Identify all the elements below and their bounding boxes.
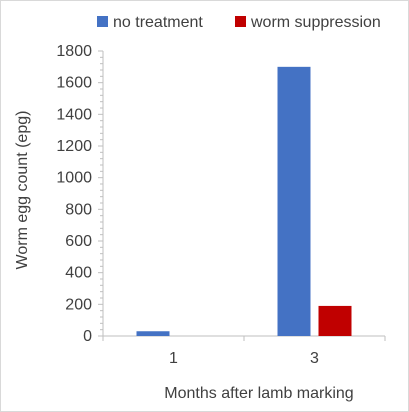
- legend-swatch: [235, 16, 246, 27]
- x-tick-label: 1: [169, 350, 178, 367]
- bars: [136, 66, 352, 336]
- y-tick-label: 1200: [56, 138, 92, 155]
- y-tick-label: 1400: [56, 106, 92, 123]
- bar-worm-suppression-month-3: [318, 305, 352, 336]
- x-axis-title: Months after lamb marking: [164, 385, 353, 402]
- y-tick-label: 800: [65, 201, 92, 218]
- y-tick-label: 1800: [56, 43, 92, 60]
- bar-no-treatment-month-3: [277, 66, 311, 336]
- bar-no-treatment-month-1: [136, 331, 170, 336]
- legend-swatch: [97, 16, 108, 27]
- legend: no treatment worm suppression: [97, 14, 381, 31]
- x-tick-label: 3: [310, 350, 319, 367]
- y-tick-label: 0: [83, 328, 92, 345]
- y-tick-label: 600: [65, 233, 92, 250]
- y-tick-label: 400: [65, 265, 92, 282]
- legend-label: worm suppression: [250, 14, 381, 31]
- y-tick-label: 1000: [56, 170, 92, 187]
- legend-label: no treatment: [113, 14, 203, 31]
- y-tick-label: 1600: [56, 75, 92, 92]
- y-tick-label: 200: [65, 296, 92, 313]
- y-axis-title: Worm egg count (epg): [14, 111, 31, 270]
- y-axis: 0 200 400 600 800 1000 1200 1400 1600 1800: [56, 43, 104, 345]
